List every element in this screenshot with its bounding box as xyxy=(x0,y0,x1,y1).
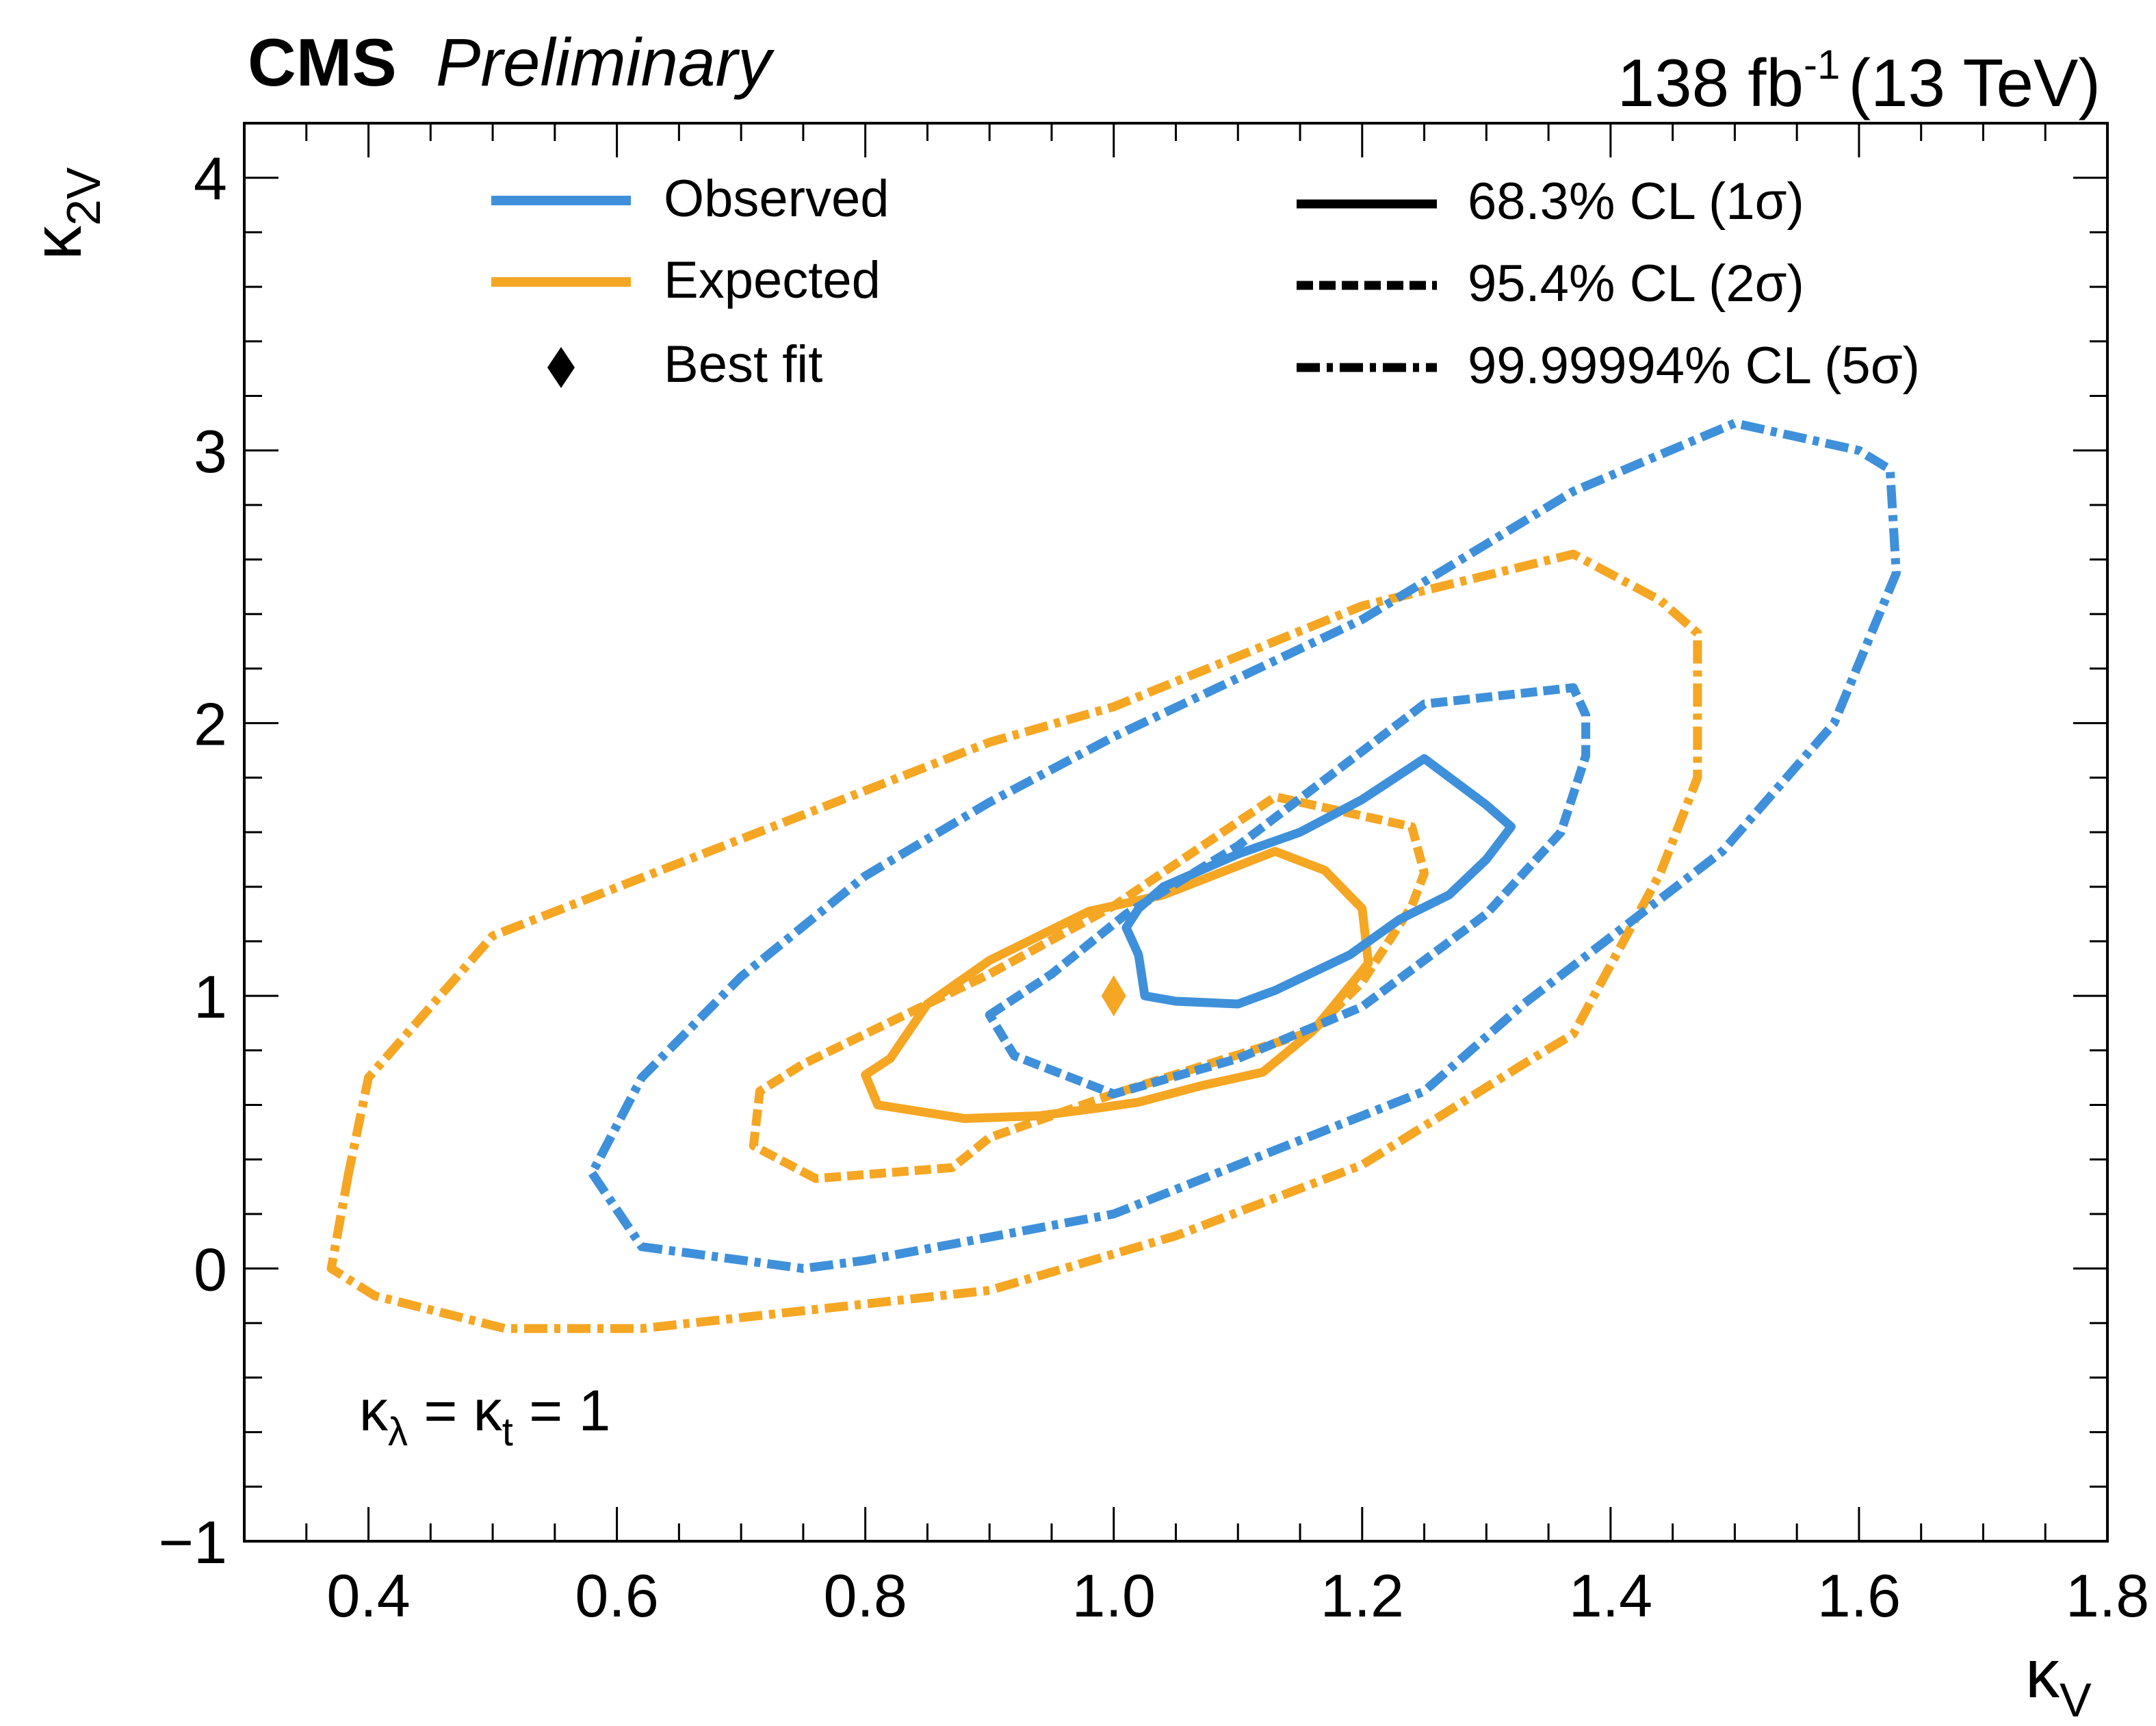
legend: Observed Expected Best fit 68.3% CL (1σ)… xyxy=(491,170,1920,395)
lumi-exponent: -1 xyxy=(1804,42,1840,88)
legend-bestfit-label: Best fit xyxy=(664,335,822,394)
x-tick-label: 0.6 xyxy=(575,1562,658,1630)
lumi-label: 138 fb-1 (13 TeV) xyxy=(1618,42,2101,120)
legend-1sigma-label: 68.3% CL (1σ) xyxy=(1468,172,1804,231)
annotation-lambda-sub: λ xyxy=(388,1410,408,1454)
legend-expected-label: Expected xyxy=(664,251,881,309)
x-axis-symbol: κ xyxy=(2025,1636,2060,1712)
energy-label: (13 TeV) xyxy=(1848,45,2101,120)
axis-ticks xyxy=(243,122,2109,1543)
x-tick-label: 0.4 xyxy=(326,1562,410,1630)
lumi-value: 138 fb xyxy=(1618,45,1804,120)
y-axis-subscript: 2V xyxy=(57,167,110,226)
x-axis-subscript: V xyxy=(2060,1673,2092,1726)
legend-bestfit-marker xyxy=(547,347,575,388)
annotation-t-sub: t xyxy=(502,1410,513,1454)
contour-observed-1sigma xyxy=(1121,753,1516,1009)
annotation-end: = 1 xyxy=(513,1378,610,1443)
y-axis-symbol: κ xyxy=(19,225,96,260)
legend-2sigma-label: 95.4% CL (2σ) xyxy=(1468,255,1804,313)
cms-header: CMS Preliminary xyxy=(248,25,775,100)
annotation-kappa: κ xyxy=(359,1378,389,1443)
y-tick-label: −1 xyxy=(159,1508,227,1576)
legend-observed-label: Observed xyxy=(664,170,889,228)
x-tick-label: 0.8 xyxy=(823,1562,907,1630)
status-label: Preliminary xyxy=(436,25,775,100)
contour-expected-2sigma xyxy=(749,792,1429,1183)
best-fit-marker xyxy=(1101,975,1126,1017)
x-tick-label: 1.8 xyxy=(2066,1562,2149,1630)
y-tick-label: 2 xyxy=(194,691,227,758)
contour-observed-5sigma xyxy=(587,418,1901,1273)
x-tick-label: 1.6 xyxy=(1817,1562,1901,1630)
y-tick-label: 0 xyxy=(194,1236,227,1304)
axis-tick-labels: 0.4 0.6 0.8 1.0 1.2 1.4 1.6 1.8 −1 0 1 2 3 4 xyxy=(159,145,2150,1630)
y-axis-title: κ2V xyxy=(19,167,110,260)
x-tick-label: 1.0 xyxy=(1072,1562,1156,1630)
contour-layer xyxy=(326,418,1901,1333)
contour-expected-1sigma xyxy=(861,847,1373,1123)
plot-frame xyxy=(243,122,2109,1543)
y-tick-label: 1 xyxy=(194,963,227,1031)
best-fit-layer xyxy=(1101,975,1126,1017)
x-tick-label: 1.2 xyxy=(1321,1562,1404,1630)
annotation-mid: = κ xyxy=(408,1378,503,1443)
legend-5sigma-label: 99.99994% CL (5σ) xyxy=(1468,337,1920,395)
coupling-annotation: κλ = κt = 1 xyxy=(359,1378,610,1454)
x-axis-title: κV xyxy=(2025,1636,2092,1726)
experiment-label: CMS xyxy=(248,25,397,100)
y-tick-label: 3 xyxy=(194,417,227,485)
x-tick-label: 1.4 xyxy=(1569,1562,1652,1630)
contour-expected-5sigma xyxy=(326,550,1702,1333)
y-tick-label: 4 xyxy=(194,145,227,213)
